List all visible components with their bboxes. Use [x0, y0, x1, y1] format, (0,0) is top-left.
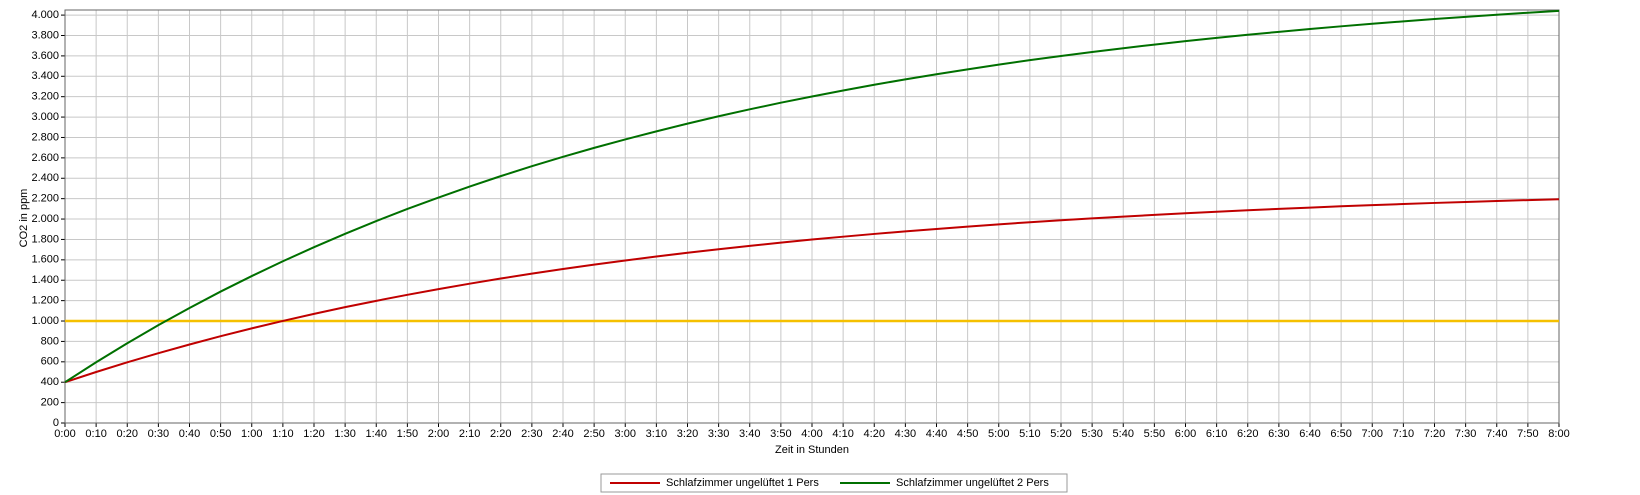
x-tick-label: 7:50	[1517, 428, 1538, 440]
x-tick-label: 0:20	[117, 428, 138, 440]
x-tick-label: 2:20	[490, 428, 511, 440]
x-tick-label: 6:20	[1237, 428, 1258, 440]
x-tick-label: 2:30	[521, 428, 542, 440]
x-tick-label: 3:50	[770, 428, 791, 440]
y-tick-label: 1.200	[31, 295, 59, 307]
y-tick-label: 1.400	[31, 274, 59, 286]
x-tick-label: 4:40	[926, 428, 947, 440]
x-tick-label: 6:10	[1206, 428, 1227, 440]
y-tick-label: 3.400	[31, 70, 59, 82]
x-tick-label: 0:30	[148, 428, 169, 440]
y-tick-label: 3.200	[31, 91, 59, 103]
x-tick-label: 6:40	[1299, 428, 1320, 440]
x-tick-label: 4:50	[957, 428, 978, 440]
y-tick-label: 2.000	[31, 213, 59, 225]
x-tick-label: 5:50	[1144, 428, 1165, 440]
x-tick-label: 7:20	[1424, 428, 1445, 440]
x-tick-label: 3:00	[615, 428, 636, 440]
y-tick-label: 0	[53, 417, 59, 429]
x-tick-label: 1:20	[303, 428, 324, 440]
x-tick-label: 6:00	[1175, 428, 1196, 440]
y-tick-label: 800	[41, 335, 59, 347]
x-tick-label: 1:50	[397, 428, 418, 440]
x-tick-label: 7:40	[1486, 428, 1507, 440]
series-line	[64, 9, 1560, 384]
x-tick-label: 0:10	[85, 428, 106, 440]
x-tick-label: 0:50	[210, 428, 231, 440]
y-tick-label: 3.000	[31, 111, 59, 123]
y-tick-label: 1.800	[31, 233, 59, 245]
series-line	[64, 198, 1560, 384]
x-tick-label: 6:30	[1268, 428, 1289, 440]
x-tick-label: 2:00	[428, 428, 449, 440]
x-tick-label: 4:10	[832, 428, 853, 440]
y-tick-label: 400	[41, 376, 59, 388]
x-tick-label: 7:30	[1455, 428, 1476, 440]
x-tick-label: 3:20	[677, 428, 698, 440]
x-tick-label: 6:50	[1330, 428, 1351, 440]
x-tick-label: 7:00	[1362, 428, 1383, 440]
x-tick-label: 0:40	[179, 428, 200, 440]
y-tick-label: 4.000	[31, 9, 59, 21]
x-tick-label: 2:40	[552, 428, 573, 440]
y-tick-label: 2.600	[31, 152, 59, 164]
x-tick-label: 1:10	[272, 428, 293, 440]
x-axis-title: Zeit in Stunden	[775, 444, 849, 456]
plot-frame	[64, 9, 1560, 424]
x-tick-label: 4:00	[801, 428, 822, 440]
y-tick-label: 2.400	[31, 172, 59, 184]
x-tick-label: 5:20	[1050, 428, 1071, 440]
y-tick-label: 200	[41, 397, 59, 409]
x-tick-label: 5:40	[1113, 428, 1134, 440]
x-tick-label: 2:10	[459, 428, 480, 440]
y-tick-label: 3.800	[31, 29, 59, 41]
y-axis-title: CO2 in ppm	[18, 189, 30, 248]
x-tick-label: 5:00	[988, 428, 1009, 440]
legend-box	[600, 473, 1068, 493]
x-tick-label: 3:40	[739, 428, 760, 440]
y-tick-label: 2.800	[31, 131, 59, 143]
y-tick-label: 1.600	[31, 254, 59, 266]
y-tick-label: 2.200	[31, 193, 59, 205]
x-tick-label: 3:10	[646, 428, 667, 440]
x-tick-label: 5:10	[1019, 428, 1040, 440]
x-tick-label: 7:10	[1393, 428, 1414, 440]
x-tick-label: 1:00	[241, 428, 262, 440]
x-tick-label: 4:20	[864, 428, 885, 440]
x-tick-label: 1:30	[334, 428, 355, 440]
legend-label: Schlafzimmer ungelüftet 1 Pers	[666, 477, 819, 489]
x-tick-label: 2:50	[583, 428, 604, 440]
y-tick-label: 1.000	[31, 315, 59, 327]
x-tick-label: 8:00	[1548, 428, 1569, 440]
x-tick-label: 1:40	[366, 428, 387, 440]
y-tick-label: 600	[41, 356, 59, 368]
legend-label: Schlafzimmer ungelüftet 2 Pers	[896, 477, 1049, 489]
x-tick-label: 3:30	[708, 428, 729, 440]
x-tick-label: 0:00	[54, 428, 75, 440]
x-tick-label: 5:30	[1081, 428, 1102, 440]
y-tick-label: 3.600	[31, 50, 59, 62]
x-tick-label: 4:30	[895, 428, 916, 440]
